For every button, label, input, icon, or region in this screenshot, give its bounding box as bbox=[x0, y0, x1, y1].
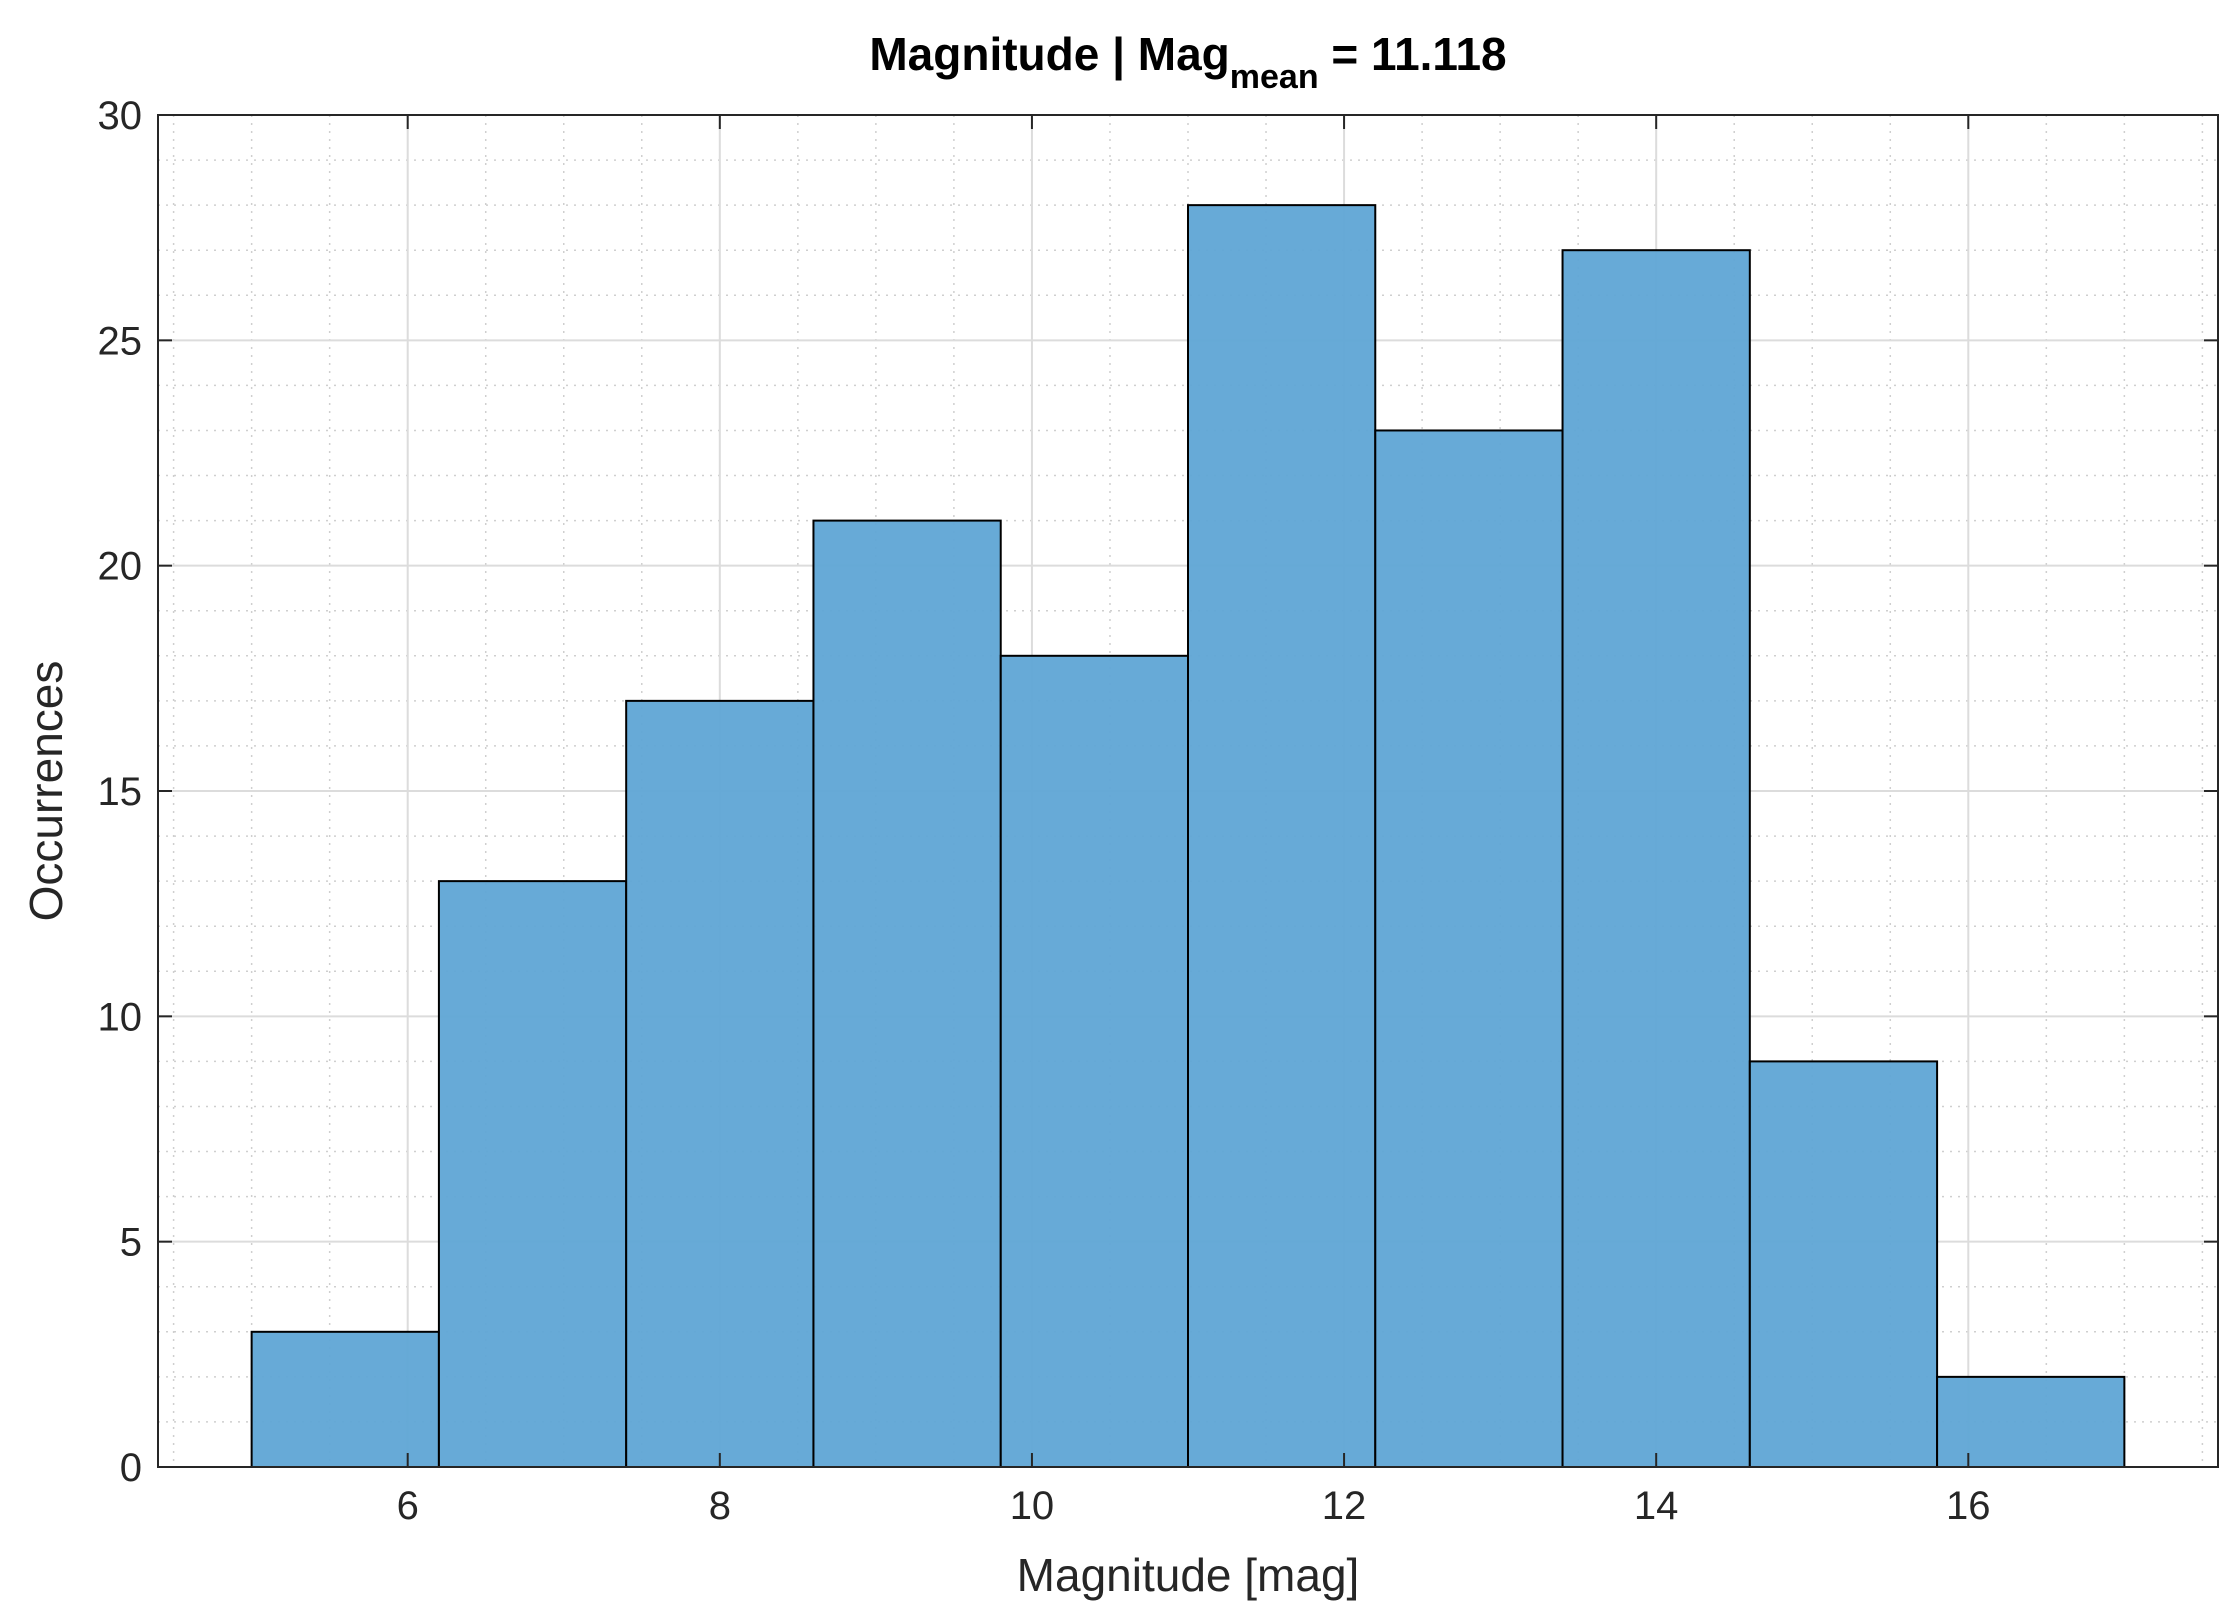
y-tick-label: 30 bbox=[98, 94, 143, 138]
x-tick-label: 8 bbox=[709, 1484, 731, 1528]
x-tick-label: 16 bbox=[1946, 1484, 1991, 1528]
y-tick-label: 20 bbox=[98, 545, 143, 589]
y-tick-label: 0 bbox=[120, 1446, 142, 1490]
histogram-bar bbox=[625, 699, 815, 1468]
histogram-bar bbox=[1936, 1375, 2126, 1469]
y-axis-label: Occurrences bbox=[20, 661, 72, 922]
histogram-bar bbox=[999, 654, 1190, 1468]
x-tick-label: 12 bbox=[1322, 1484, 1367, 1528]
histogram-bars bbox=[250, 204, 2126, 1469]
axes bbox=[157, 114, 2219, 1468]
y-tick-label: 15 bbox=[98, 770, 143, 814]
histogram-bar bbox=[1374, 429, 1564, 1468]
histogram-bar bbox=[250, 1330, 440, 1469]
histogram-bar bbox=[812, 519, 1002, 1468]
x-tick-label: 6 bbox=[397, 1484, 419, 1528]
y-tick-label: 25 bbox=[98, 319, 143, 363]
chart-title-suffix: = 11.118 bbox=[1319, 28, 1507, 80]
chart-title-subscript: mean bbox=[1230, 58, 1319, 96]
histogram-bar bbox=[1561, 249, 1751, 1469]
x-axis-label: Magnitude [mag] bbox=[1017, 1549, 1360, 1601]
x-tick-label: 10 bbox=[1010, 1484, 1055, 1528]
y-tick-label: 10 bbox=[98, 995, 143, 1039]
x-tick-label: 14 bbox=[1634, 1484, 1679, 1528]
tick-labels: 6 8 10 12 14 16 0 5 10 15 20 25 30 bbox=[98, 94, 1991, 1528]
chart-title: Magnitude | Magmean = 11.118 bbox=[869, 28, 1506, 96]
y-tick-label: 5 bbox=[120, 1221, 142, 1265]
chart-title-main: Magnitude | Mag bbox=[869, 28, 1229, 80]
histogram-bar bbox=[1187, 204, 1377, 1469]
histogram-bar bbox=[437, 880, 628, 1468]
histogram-bar bbox=[1748, 1060, 1939, 1469]
